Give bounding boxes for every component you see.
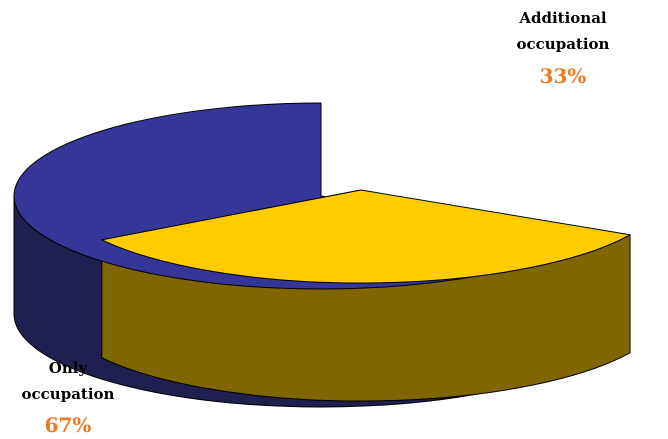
pie-tops: [13, 102, 631, 290]
slice-label-additional-occupation: Additional occupation 33%: [517, 9, 610, 88]
slice-label-only-occupation: Only occupation 67%: [22, 359, 115, 437]
only-occupation-percent: 67%: [45, 413, 92, 437]
only-occupation-label-line-2: occupation: [22, 385, 115, 403]
additional-occupation-percent: 33%: [540, 64, 587, 88]
additional-occupation-label-line-1: Additional: [518, 9, 607, 27]
only-occupation-label-line-1: Only: [49, 359, 89, 377]
slice-additional-occupation: [101, 189, 631, 284]
additional-occupation-label-line-2: occupation: [517, 35, 610, 53]
